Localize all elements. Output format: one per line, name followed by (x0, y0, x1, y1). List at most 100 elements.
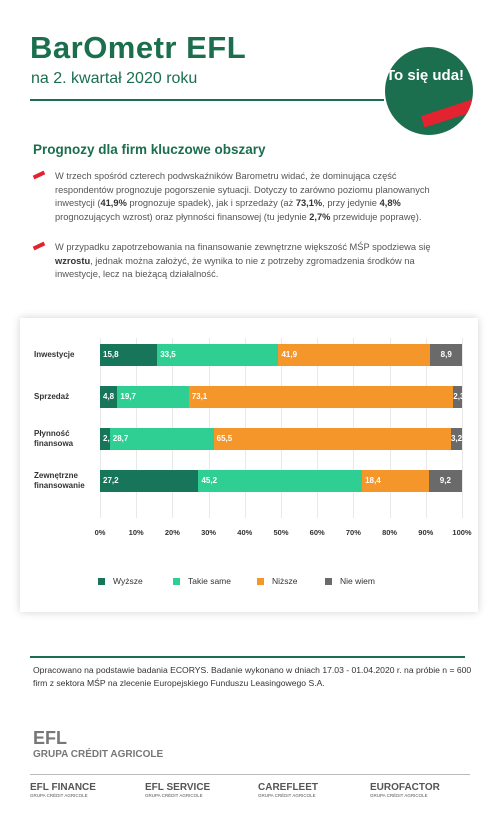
value-label: 2,3 (453, 392, 465, 401)
bar-segment (278, 344, 431, 366)
bar-segment (198, 470, 363, 492)
value-label: 8,9 (440, 350, 452, 359)
grid-line (462, 338, 463, 518)
bar-segment (362, 470, 429, 492)
value-label: 15,8 (103, 350, 119, 359)
brand-name: EUROFACTOR (370, 782, 440, 793)
logo: EFL GRUPA CRÉDIT AGRICOLE (33, 728, 163, 760)
brand-group: GRUPA CRÉDIT AGRICOLE (30, 793, 88, 798)
bullet-text: 2,7% (309, 211, 331, 222)
subtitle: na 2. kwartał 2020 roku (31, 70, 198, 87)
chart-card: 0% 10% 20% 30% 40% 50% 60% 70% 80% 90% 100% Inwesty… (20, 318, 478, 612)
value-label: 4,8 (103, 392, 115, 401)
bar-segment (188, 386, 454, 408)
bar-segment (100, 386, 118, 408)
legend-item: Takie same (173, 576, 231, 586)
brand-group: GRUPA CRÉDIT AGRICOLE (145, 793, 203, 798)
bullet-text: W trzech spośród czterech podwskaźników … (55, 171, 430, 208)
value-label: 19,7 (120, 392, 136, 401)
value-label: 2,7 (103, 434, 115, 443)
brand-name: EFL SERVICE (145, 782, 211, 793)
bar-segment (213, 428, 451, 450)
legend-item: Niższe (257, 576, 298, 586)
bullet-text: , przy jedynie (322, 198, 380, 208)
bar-segment (450, 428, 463, 450)
bar-segment (117, 386, 189, 408)
bar-segment (430, 344, 463, 366)
value-label: 3,2 (450, 434, 463, 443)
legend-swatch (257, 578, 264, 585)
legend-label: Wyższe (113, 576, 143, 586)
category-label: Sprzedaż (34, 392, 70, 401)
bar-segment (157, 344, 279, 366)
bullet-text: , jednak można założyć, że wynika to nie… (55, 255, 415, 280)
value-label: 33,5 (160, 350, 176, 359)
legend-swatch (98, 578, 105, 585)
bullet-text: prognozujących wzrost) oraz płynności fi… (55, 211, 310, 222)
x-tick-label: 50% (273, 528, 289, 537)
x-tick-label: 80% (382, 528, 398, 537)
bullet-text: 41,9% (100, 198, 127, 208)
bullet-text: przewiduje poprawę). (330, 211, 422, 222)
note: Opracowano na podstawie badania ECORYS. … (33, 665, 472, 688)
x-tick-label: 10% (128, 528, 144, 537)
bullet-marker (32, 170, 46, 180)
brand: CAREFLEET GRUPA CRÉDIT AGRICOLE (258, 782, 318, 798)
legend-item: Wyższe (98, 576, 143, 586)
value-label: 65,5 (216, 434, 233, 443)
brand-group: GRUPA CRÉDIT AGRICOLE (370, 793, 428, 798)
brand-name: CAREFLEET (258, 782, 318, 793)
x-tick-label: 20% (164, 528, 180, 537)
value-label: 27,2 (103, 476, 119, 485)
bullet: W przypadku zapotrzebowania na finansowa… (32, 241, 433, 282)
bullet-marker (32, 241, 46, 251)
logo-name: EFL (33, 728, 67, 748)
bar-segment (109, 428, 214, 450)
category-label: Zewnętrzne finansowanie (34, 471, 85, 490)
legend-label: Takie same (188, 576, 231, 586)
bullet-text: prognozuje spadek), jak i sprzedaży (aż (126, 198, 296, 208)
badge-stripe (420, 94, 473, 128)
badge-text: To się uda! (385, 67, 465, 84)
value-label: 18,4 (365, 476, 381, 485)
legend-swatch (173, 578, 180, 585)
value-label: 9,2 (439, 476, 451, 485)
divider (30, 774, 470, 775)
x-tick-label: 100% (452, 528, 472, 537)
x-tick-label: 0% (94, 528, 106, 537)
bullet: W trzech spośród czterech podwskaźników … (32, 170, 433, 224)
x-tick-label: 30% (201, 528, 217, 537)
value-label: 45,2 (201, 476, 218, 485)
category-label: Inwestycje (34, 350, 75, 359)
brand: EFL SERVICE GRUPA CRÉDIT AGRICOLE (145, 782, 210, 798)
bar-segment (453, 386, 462, 408)
value-label: 28,7 (112, 434, 129, 443)
category-label: Płynność finansowa (34, 429, 74, 448)
bar-segment (100, 428, 110, 450)
bar-segment (428, 470, 462, 492)
badge: To się uda! (385, 47, 473, 135)
x-tick-label: 40% (237, 528, 253, 537)
bullet-text: wzrostu (55, 255, 91, 266)
divider (30, 99, 384, 101)
bar-segment (100, 470, 199, 492)
legend-label: Nie wiem (340, 576, 375, 586)
bar-segment (100, 344, 158, 366)
title: BarOmetr EFL (30, 30, 247, 65)
bullet-text: W przypadku zapotrzebowania na finansowa… (55, 242, 431, 252)
legend-item: Nie wiem (325, 576, 375, 586)
legend-label: Niższe (272, 576, 298, 586)
value-label: 73,1 (191, 392, 208, 401)
bullet-text: 73,1% (295, 198, 323, 208)
x-tick-label: 70% (345, 528, 361, 537)
bullet-text: 4,8% (379, 198, 401, 208)
brand-group: GRUPA CRÉDIT AGRICOLE (258, 793, 316, 798)
x-tick-label: 90% (418, 528, 434, 537)
brand: EFL FINANCE GRUPA CRÉDIT AGRICOLE (30, 782, 96, 798)
brand: EUROFACTOR GRUPA CRÉDIT AGRICOLE (370, 782, 440, 798)
value-label: 41,9 (281, 350, 298, 359)
x-tick-label: 60% (309, 528, 325, 537)
section-title: Prognozy dla firm kluczowe obszary (33, 142, 266, 157)
divider (30, 656, 465, 658)
